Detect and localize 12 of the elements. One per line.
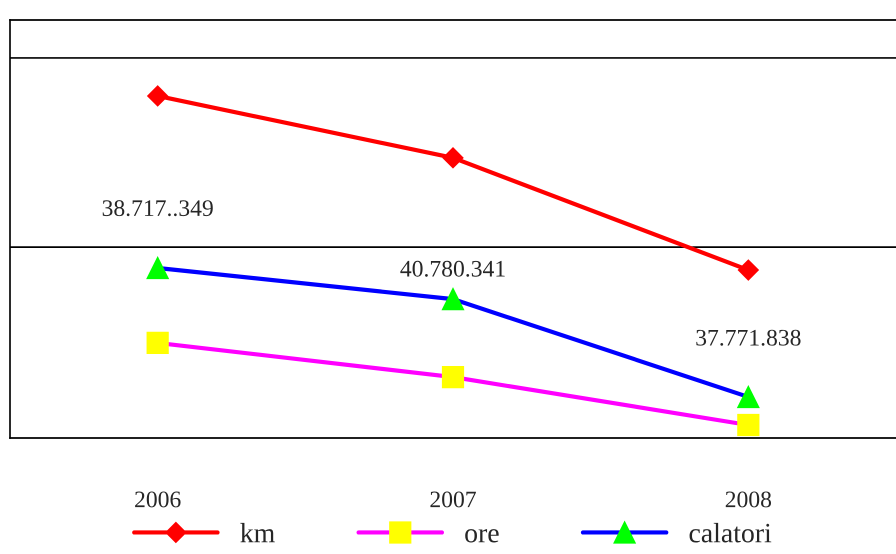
legend-label: calatori — [690, 522, 772, 542]
point — [147, 85, 168, 106]
annotation: 38.717..349 — [102, 200, 213, 216]
annotation: 40.780.341 — [400, 260, 505, 277]
point — [442, 147, 464, 168]
x-tick-label: 2007 — [430, 491, 476, 508]
legend-label: km — [240, 522, 275, 542]
legend-label: ore — [465, 529, 499, 542]
annotation: 37.771.838 — [696, 330, 801, 346]
x-tick-label: 2008 — [726, 491, 772, 508]
x-tick-label: 2006 — [135, 491, 181, 508]
point — [738, 260, 759, 281]
